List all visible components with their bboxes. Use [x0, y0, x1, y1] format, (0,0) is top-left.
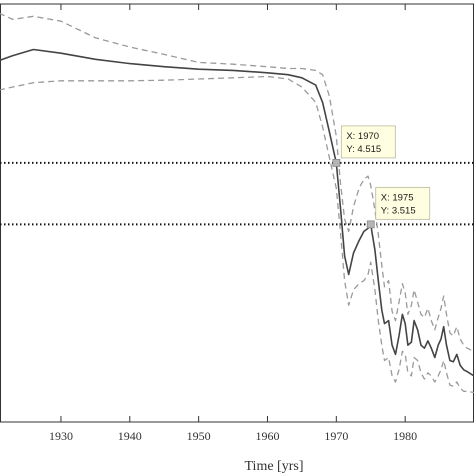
datatip-x-text: X: 1970 — [346, 131, 379, 142]
datatip-marker — [366, 220, 375, 229]
datatip-marker — [332, 159, 341, 167]
x-tick-label: 1950 — [187, 429, 211, 443]
series-lower-bound — [0, 75, 474, 394]
series-estimate — [0, 48, 474, 377]
series-upper-bound — [0, 12, 474, 352]
x-tick-label: 1980 — [393, 429, 417, 443]
x-tick-label: 1970 — [324, 429, 348, 443]
datatip-box — [375, 186, 431, 220]
datatip-x-text: X: 1975 — [381, 192, 414, 203]
series-layer — [0, 12, 474, 394]
datatip-1[interactable]: X: 1970 Y: 4.515 — [332, 125, 396, 167]
x-tick-label: 1940 — [118, 429, 142, 443]
datatip-y-text: Y: 4.515 — [346, 144, 381, 155]
reference-lines — [0, 161, 474, 226]
x-tick-label: 1930 — [49, 429, 73, 443]
datatips-layer: X: 1970 Y: 4.515 X: 1975 Y: 3.515 — [332, 125, 431, 229]
datatip-2[interactable]: X: 1975 Y: 3.515 — [366, 186, 431, 229]
x-axis-title: Time [yrs] — [245, 459, 304, 474]
x-tick-label: 1960 — [255, 429, 279, 443]
datatip-y-text: Y: 3.515 — [381, 205, 416, 216]
datatip-box — [340, 125, 396, 159]
x-axis-ticks: 1930 1940 1950 1960 1970 1980 — [49, 4, 417, 443]
